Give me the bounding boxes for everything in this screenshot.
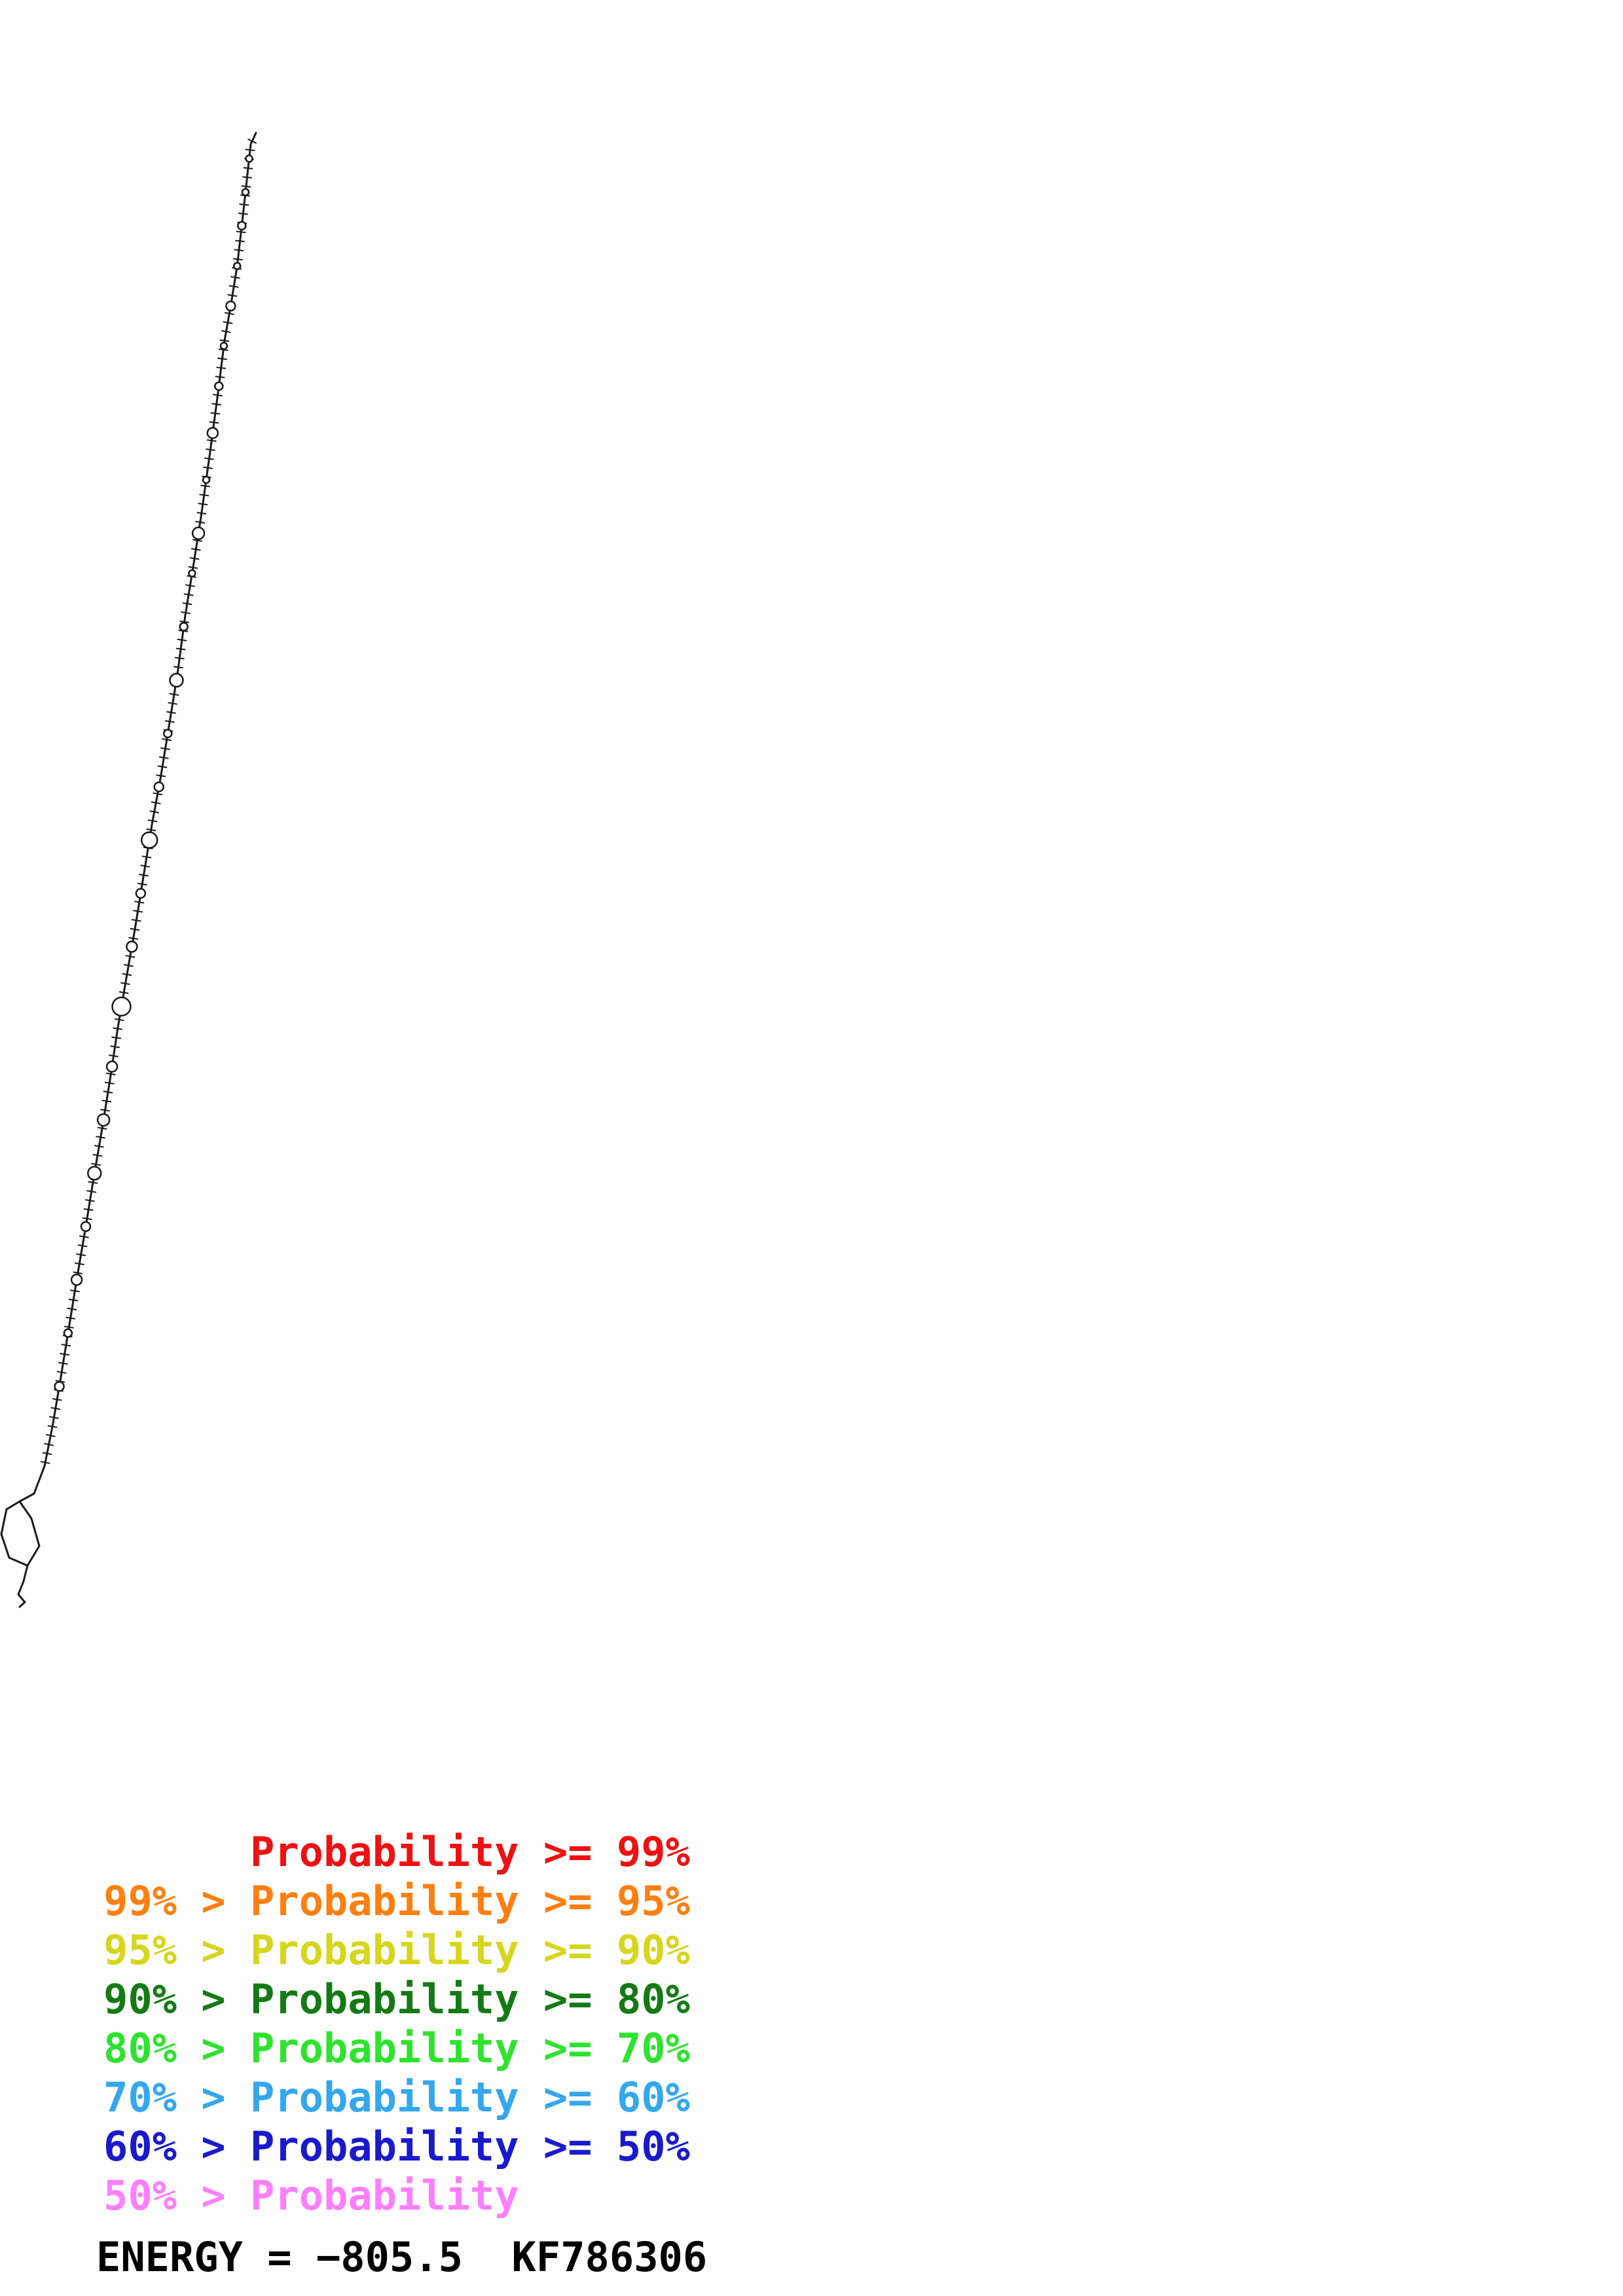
- legend-item: 99% > Probability >= 95%: [103, 1877, 690, 1925]
- interior-loop: [232, 262, 242, 270]
- interior-loop: [140, 831, 158, 849]
- interior-loop: [162, 728, 173, 739]
- interior-loop: [188, 569, 196, 578]
- interior-loop: [54, 1381, 65, 1392]
- interior-loop: [219, 342, 228, 350]
- structure-backbone: [43, 132, 257, 1467]
- legend-item: 70% > Probability >= 60%: [103, 2073, 690, 2121]
- interior-loop: [245, 154, 253, 163]
- interior-loop: [135, 888, 147, 899]
- legend-item: 60% > Probability >= 50%: [103, 2123, 690, 2170]
- interior-loop: [126, 941, 138, 953]
- interior-loop: [225, 300, 236, 312]
- interior-loop: [87, 1166, 102, 1181]
- legend-item: 50% > Probability: [103, 2172, 519, 2219]
- interior-loop: [237, 221, 247, 231]
- interior-loop: [214, 381, 224, 391]
- interior-loop: [153, 781, 164, 793]
- legend-item: 95% > Probability >= 90%: [103, 1926, 690, 1974]
- terminal-tail: [17, 1564, 29, 1608]
- interior-loop: [96, 1113, 111, 1127]
- legend-item: 80% > Probability >= 70%: [103, 2024, 690, 2072]
- interior-loop: [202, 475, 211, 484]
- interior-loop: [70, 1274, 83, 1286]
- interior-loop: [206, 427, 219, 439]
- interior-loop: [63, 1328, 73, 1338]
- interior-loop: [105, 1060, 119, 1073]
- legend-item: 90% > Probability >= 80%: [103, 1975, 690, 2023]
- interior-loop: [80, 1221, 92, 1232]
- energy-text: ENERGY = −805.5 KF786306: [96, 2233, 708, 2281]
- terminal-loop: [0, 1465, 46, 1567]
- interior-loop: [169, 673, 184, 688]
- interior-loop: [191, 526, 206, 541]
- probability-legend: Probability >= 99% 99% > Probability >= 9…: [103, 1827, 690, 2220]
- interior-loop: [241, 188, 250, 196]
- interior-loop: [179, 622, 189, 632]
- legend-item: Probability >= 99%: [103, 1828, 690, 1876]
- interior-loop: [111, 996, 132, 1017]
- base-pair-ticks: [40, 138, 257, 1464]
